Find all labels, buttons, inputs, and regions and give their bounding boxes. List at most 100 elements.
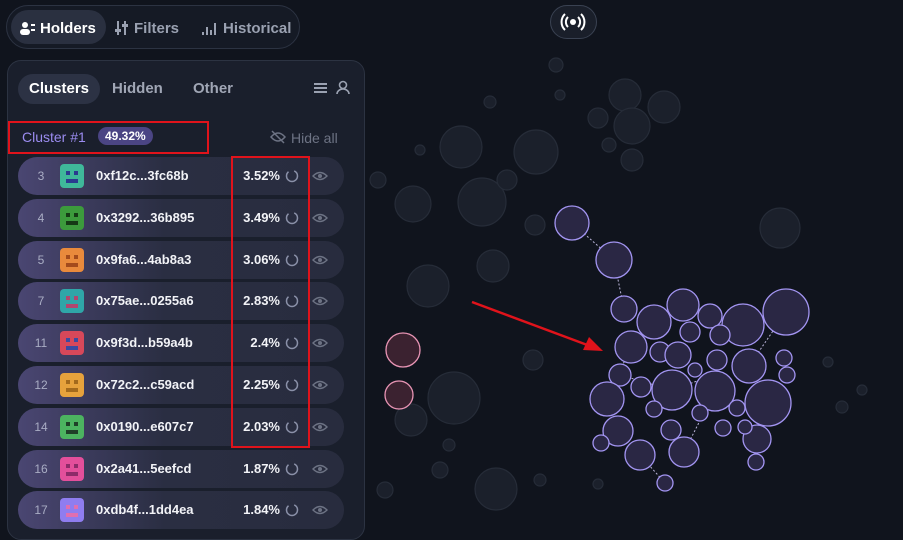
rank: 14 (34, 419, 48, 434)
bubble (668, 436, 700, 468)
avatar-pixel (74, 338, 78, 343)
row-icons (285, 169, 328, 183)
bubble (394, 403, 428, 437)
avatar-bg (60, 456, 84, 481)
bubble (630, 376, 652, 398)
eye-icon (312, 506, 328, 515)
eye-icon (312, 171, 328, 181)
tab-label: Historical (223, 19, 292, 37)
holder-row[interactable]: 3 0xf12c...3fc68b 3.52% (18, 157, 344, 195)
avatar-pixel (66, 220, 70, 225)
row-icons (285, 336, 328, 350)
panel-tab[interactable]: Hidden (112, 80, 163, 97)
bubble (595, 241, 633, 279)
holder-row[interactable]: 5 0x9fa6...4ab8a3 3.06% (18, 240, 344, 279)
rank: 11 (34, 336, 48, 351)
panel-tab[interactable]: Clusters (18, 74, 101, 104)
rank: 4 (37, 210, 45, 225)
tab-label: Filters (134, 19, 180, 37)
avatar-pixel (70, 471, 74, 476)
bubble (548, 57, 564, 73)
share: 2.4% (250, 335, 280, 351)
row-icons (285, 504, 328, 517)
row-icons (285, 295, 328, 308)
avatar-pixel (66, 513, 70, 518)
holder-row[interactable]: 7 0x75ae...0255a6 2.83% (18, 282, 344, 321)
avatar-pixel (66, 463, 70, 468)
bubble (775, 349, 793, 367)
avatar (60, 205, 84, 230)
tab[interactable]: Historical (201, 16, 291, 40)
eye-pupil (318, 383, 322, 387)
bubble (822, 356, 834, 368)
address: 0x9f3d...b59a4b (96, 335, 193, 351)
bubble (737, 419, 753, 435)
avatar-pixel (74, 254, 78, 259)
avatar-pixel (74, 513, 78, 518)
eye-pupil (318, 508, 322, 513)
share: 3.06% (243, 251, 280, 267)
bubble (442, 438, 456, 452)
avatar (60, 414, 84, 439)
tab[interactable]: Holders (19, 16, 96, 40)
avatar-pixel (74, 296, 78, 301)
avatar-pixel (70, 220, 74, 225)
bubble (656, 474, 674, 492)
panel-tab[interactable]: Other (193, 80, 234, 97)
holder-row[interactable]: 16 0x2a41...5eefcd 1.87% (18, 449, 344, 488)
row-icons (285, 462, 328, 475)
avatar (60, 247, 84, 272)
bubble (406, 264, 450, 308)
spinner (285, 169, 299, 183)
rank: 7 (37, 294, 45, 309)
bubble (691, 404, 709, 422)
tab[interactable]: Filters (115, 16, 179, 40)
cluster-share: 49.32% (98, 127, 153, 145)
bubble (647, 90, 681, 124)
eye-pupil (318, 215, 322, 220)
hide-all[interactable]: Hide all (291, 130, 338, 146)
eye-icon (312, 255, 328, 264)
avatar-pixel (66, 346, 70, 351)
eye-icon (312, 338, 328, 348)
eye-pupil (318, 174, 322, 178)
address: 0x0190...e607c7 (96, 418, 194, 434)
rank: 16 (34, 461, 48, 476)
avatar-pixel (66, 429, 70, 434)
holder-row[interactable]: 4 0x3292...36b895 3.49% (18, 198, 344, 237)
bubble (554, 89, 566, 101)
avatar-pixel (74, 262, 78, 267)
avatar-pixel (74, 471, 78, 476)
live-button[interactable] (550, 5, 597, 39)
icon (115, 21, 128, 35)
bubble (610, 295, 638, 323)
avatar-pixel (74, 463, 78, 468)
avatar-pixel (74, 171, 78, 175)
cluster-label: Cluster #1 (22, 129, 86, 145)
bubble (778, 366, 796, 384)
eye-icon (312, 213, 328, 222)
holder-row[interactable]: 12 0x72c2...c59acd 2.25% (18, 366, 344, 404)
row-icons (285, 378, 328, 392)
holder-row[interactable]: 11 0x9f3d...b59a4b 2.4% (18, 324, 344, 363)
bubble (431, 461, 449, 479)
bubble (687, 362, 703, 378)
eye-pupil (318, 341, 322, 346)
address: 0x9fa6...4ab8a3 (96, 251, 192, 267)
holder-row[interactable]: 17 0xdb4f...1dd4ea 1.84% (18, 491, 344, 530)
eye-icon (312, 380, 328, 390)
avatar-pixel (70, 388, 74, 392)
avatar-pixel (74, 304, 78, 309)
bubble (439, 125, 483, 169)
spinner (285, 211, 299, 225)
bubble (592, 478, 604, 490)
hide-icon (270, 130, 286, 144)
panel-icons[interactable] (312, 80, 352, 96)
avatar-pixel (70, 179, 74, 183)
avatar-pixel (66, 380, 70, 384)
address: 0x3292...36b895 (96, 209, 195, 225)
bubble (636, 304, 672, 340)
holder-row[interactable]: 14 0x0190...e607c7 2.03% (18, 407, 344, 446)
avatar-pixel (66, 262, 70, 267)
